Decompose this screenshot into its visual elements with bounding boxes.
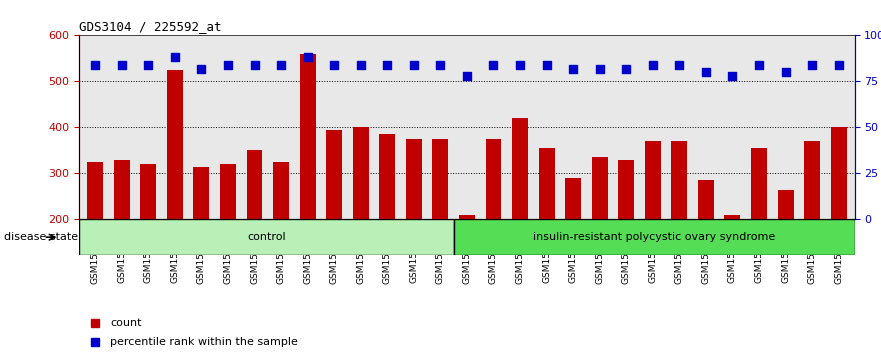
Text: control: control: [247, 232, 285, 242]
Bar: [194, 166, 210, 312]
Point: [805, 62, 819, 68]
Bar: [380, 134, 396, 312]
Point: [752, 62, 766, 68]
Point: [195, 66, 209, 72]
Point: [141, 62, 155, 68]
Bar: [220, 164, 236, 312]
Bar: [592, 157, 608, 312]
Bar: [247, 150, 263, 312]
Text: count: count: [110, 318, 142, 328]
Text: percentile rank within the sample: percentile rank within the sample: [110, 337, 298, 347]
Bar: [459, 215, 475, 312]
Bar: [87, 162, 103, 312]
FancyBboxPatch shape: [454, 219, 855, 255]
Point: [381, 62, 395, 68]
Point: [725, 73, 739, 79]
Bar: [566, 178, 581, 312]
Bar: [433, 139, 448, 312]
Point: [619, 66, 633, 72]
Point: [460, 73, 474, 79]
Text: GDS3104 / 225592_at: GDS3104 / 225592_at: [79, 20, 222, 33]
Point: [248, 62, 262, 68]
Bar: [300, 54, 315, 312]
Point: [832, 62, 846, 68]
Bar: [114, 160, 130, 312]
Bar: [538, 148, 554, 312]
Bar: [352, 127, 368, 312]
Bar: [167, 70, 183, 312]
Point: [646, 62, 660, 68]
Point: [486, 62, 500, 68]
Point: [539, 62, 553, 68]
Bar: [751, 148, 767, 312]
Point: [593, 66, 607, 72]
Bar: [645, 141, 661, 312]
Bar: [273, 162, 289, 312]
Bar: [724, 215, 740, 312]
Point: [566, 66, 581, 72]
Text: disease state: disease state: [4, 232, 78, 242]
Point: [221, 62, 235, 68]
Bar: [140, 164, 156, 312]
Point: [115, 62, 129, 68]
Bar: [804, 141, 820, 312]
Bar: [618, 160, 634, 312]
Bar: [831, 127, 847, 312]
Bar: [485, 139, 501, 312]
Bar: [326, 130, 342, 312]
Point: [407, 62, 421, 68]
Point: [779, 69, 793, 75]
Point: [88, 62, 102, 68]
Point: [513, 62, 527, 68]
Bar: [512, 118, 528, 312]
Point: [353, 62, 367, 68]
Point: [167, 55, 181, 60]
Point: [300, 55, 315, 60]
Text: insulin-resistant polycystic ovary syndrome: insulin-resistant polycystic ovary syndr…: [533, 232, 775, 242]
Bar: [698, 181, 714, 312]
Point: [672, 62, 686, 68]
FancyBboxPatch shape: [79, 219, 454, 255]
Bar: [671, 141, 687, 312]
Point: [699, 69, 713, 75]
Point: [274, 62, 288, 68]
Bar: [406, 139, 422, 312]
Point: [433, 62, 448, 68]
Point: [327, 62, 341, 68]
Bar: [778, 189, 794, 312]
